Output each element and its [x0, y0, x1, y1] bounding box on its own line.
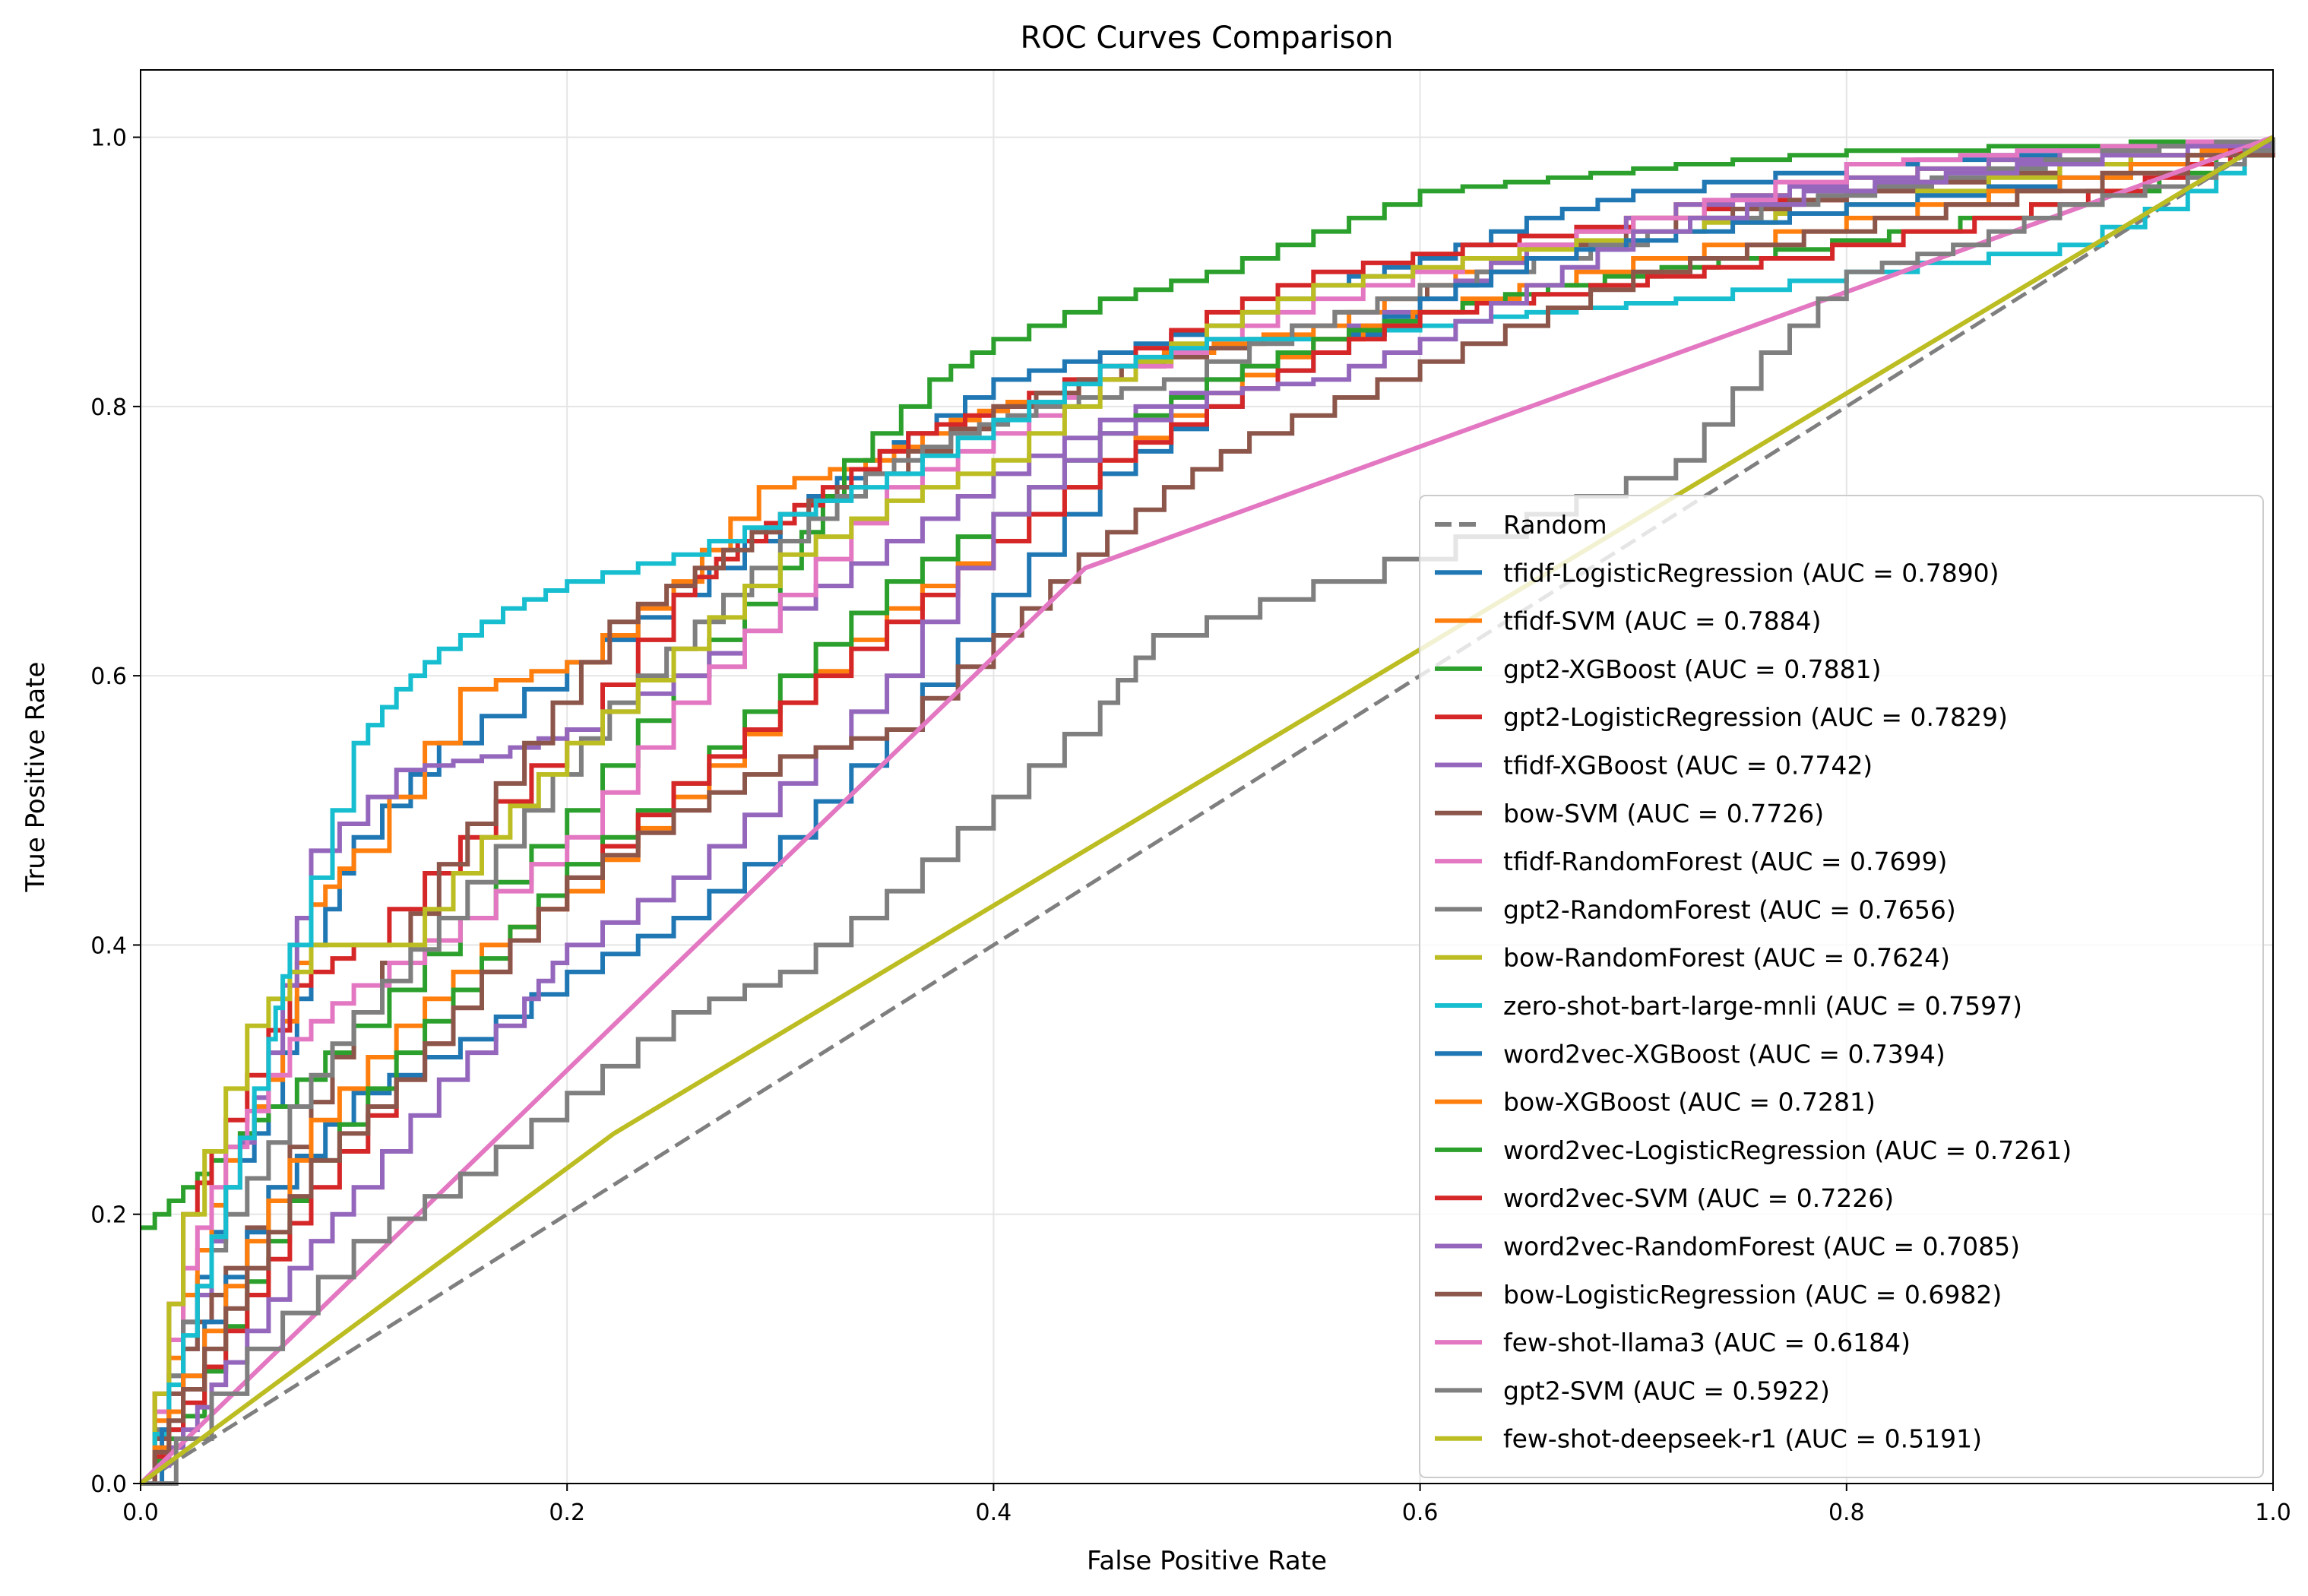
legend-label: word2vec-LogisticRegression (AUC = 0.726…	[1503, 1135, 2072, 1165]
legend-label: tfidf-SVM (AUC = 0.7884)	[1503, 606, 1822, 636]
plot-frame	[140, 69, 2274, 1484]
y-tick-label: 0.0	[90, 1471, 127, 1498]
y-tick-label: 0.8	[90, 394, 127, 421]
legend-label: bow-LogisticRegression (AUC = 0.6982)	[1503, 1280, 2002, 1309]
series-line-few-shot-deepseek-r1	[139, 135, 2275, 1486]
series-line-few-shot-llama3	[138, 135, 2275, 1486]
legend-label: tfidf-LogisticRegression (AUC = 0.7890)	[1503, 558, 1999, 587]
legend-label: word2vec-SVM (AUC = 0.7226)	[1503, 1183, 1894, 1213]
series-line-zero-shot-bart-large-mnli	[141, 137, 2275, 1486]
y-tick-label: 0.4	[90, 933, 127, 959]
chart-title: ROC Curves Comparison	[1021, 21, 1394, 55]
y-tick-label: 0.6	[90, 663, 127, 690]
legend-label: tfidf-RandomForest (AUC = 0.7699)	[1503, 847, 1947, 876]
legend-label: gpt2-LogisticRegression (AUC = 0.7829)	[1503, 702, 2008, 732]
y-axis-title: True Positive Rate	[21, 662, 51, 893]
y-tick-label: 0.2	[90, 1202, 127, 1229]
y-tick-label: 1.0	[90, 125, 127, 152]
series-line-gpt2-SVM	[141, 137, 2275, 1486]
legend-label: Random	[1503, 510, 1607, 540]
x-tick-label: 0.8	[1828, 1499, 1865, 1526]
series-line-word2vec-RandomForest	[141, 137, 2275, 1486]
x-tick-label: 0.0	[122, 1499, 159, 1526]
x-tick-label: 0.6	[1402, 1499, 1439, 1526]
x-tick-label: 0.4	[976, 1499, 1012, 1526]
x-tick-label: 1.0	[2255, 1499, 2291, 1526]
legend-label: gpt2-RandomForest (AUC = 0.7656)	[1503, 895, 1956, 924]
series-line-bow-LogisticRegression	[141, 137, 2275, 1486]
x-tick-label: 0.2	[549, 1499, 585, 1526]
legend-label: bow-RandomForest (AUC = 0.7624)	[1503, 943, 1950, 973]
legend-label: zero-shot-bart-large-mnli (AUC = 0.7597)	[1503, 991, 2022, 1021]
legend: Random tfidf-LogisticRegression (AUC = 0.…	[1419, 495, 2264, 1478]
legend-label: bow-SVM (AUC = 0.7726)	[1503, 799, 1824, 828]
legend-box	[1419, 495, 2264, 1478]
legend-label: gpt2-XGBoost (AUC = 0.7881)	[1503, 654, 1882, 684]
legend-label: few-shot-deepseek-r1 (AUC = 0.5191)	[1503, 1424, 1982, 1454]
legend-label: word2vec-XGBoost (AUC = 0.7394)	[1503, 1039, 1945, 1069]
legend-label: tfidf-XGBoost (AUC = 0.7742)	[1503, 751, 1873, 781]
x-axis-title: False Positive Rate	[1087, 1546, 1327, 1576]
series-lines	[138, 135, 2275, 1486]
series-line-Random	[139, 135, 2275, 1486]
axis-ticks: 0.0 0.2 0.4 0.6 0.8 1.0 0.0 0.2 0.4 0.6 0.8 1.0	[90, 125, 2291, 1526]
legend-label: few-shot-llama3 (AUC = 0.6184)	[1503, 1328, 1911, 1357]
legend-label: gpt2-SVM (AUC = 0.5922)	[1503, 1376, 1830, 1405]
legend-label: word2vec-RandomForest (AUC = 0.7085)	[1503, 1232, 2020, 1262]
legend-label: bow-XGBoost (AUC = 0.7281)	[1503, 1088, 1876, 1117]
